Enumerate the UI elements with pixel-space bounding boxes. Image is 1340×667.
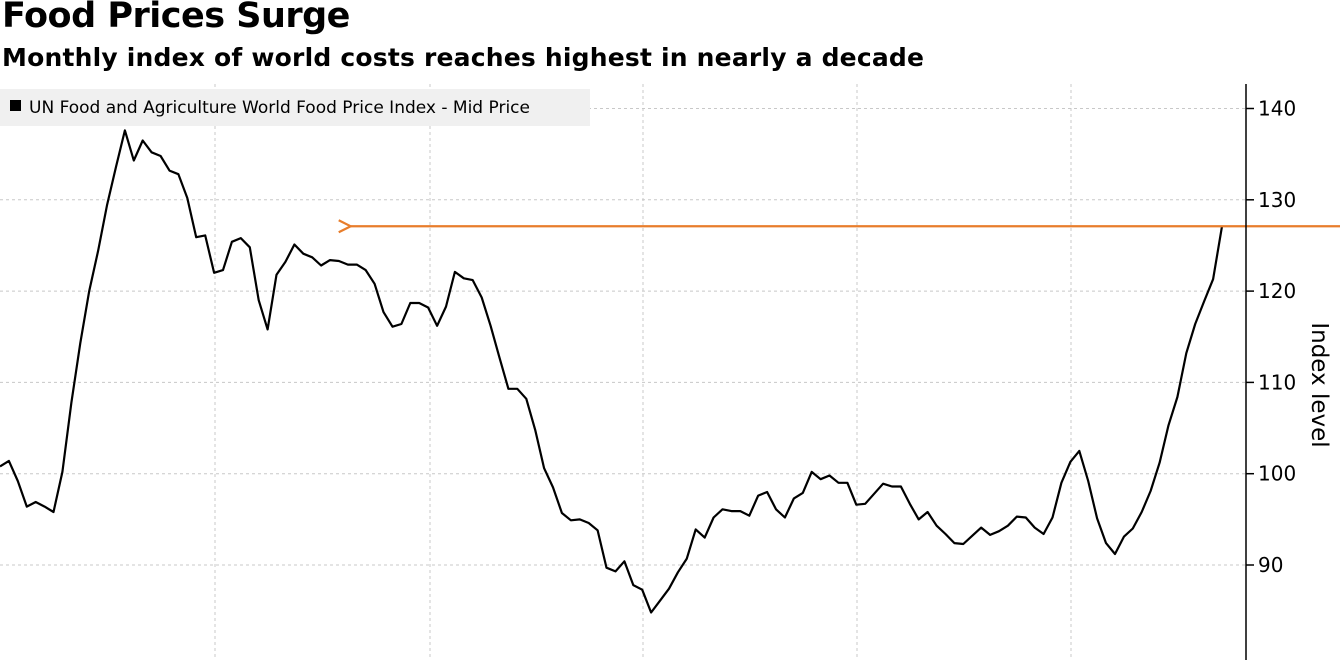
y-tick-label: 120	[1258, 279, 1296, 303]
y-tick-label: 110	[1258, 370, 1296, 394]
y-tick-label: 100	[1258, 462, 1296, 486]
legend-swatch	[10, 100, 21, 111]
gridlines	[0, 84, 1246, 660]
y-axis: 90 100 110 120 130 140	[1245, 84, 1296, 660]
y-tick-label: 140	[1258, 97, 1296, 121]
y-tick-label: 130	[1258, 188, 1296, 212]
price-index-line	[0, 129, 1224, 614]
legend-label: UN Food and Agriculture World Food Price…	[29, 98, 530, 118]
chart-subtitle: Monthly index of world costs reaches hig…	[2, 43, 925, 72]
y-tick-label: 90	[1258, 553, 1283, 577]
legend-background	[0, 89, 590, 126]
chart-title: Food Prices Surge	[2, 0, 350, 36]
legend: UN Food and Agriculture World Food Price…	[0, 89, 590, 126]
y-axis-label: Index level	[1306, 322, 1332, 447]
series-layer	[0, 129, 1224, 614]
